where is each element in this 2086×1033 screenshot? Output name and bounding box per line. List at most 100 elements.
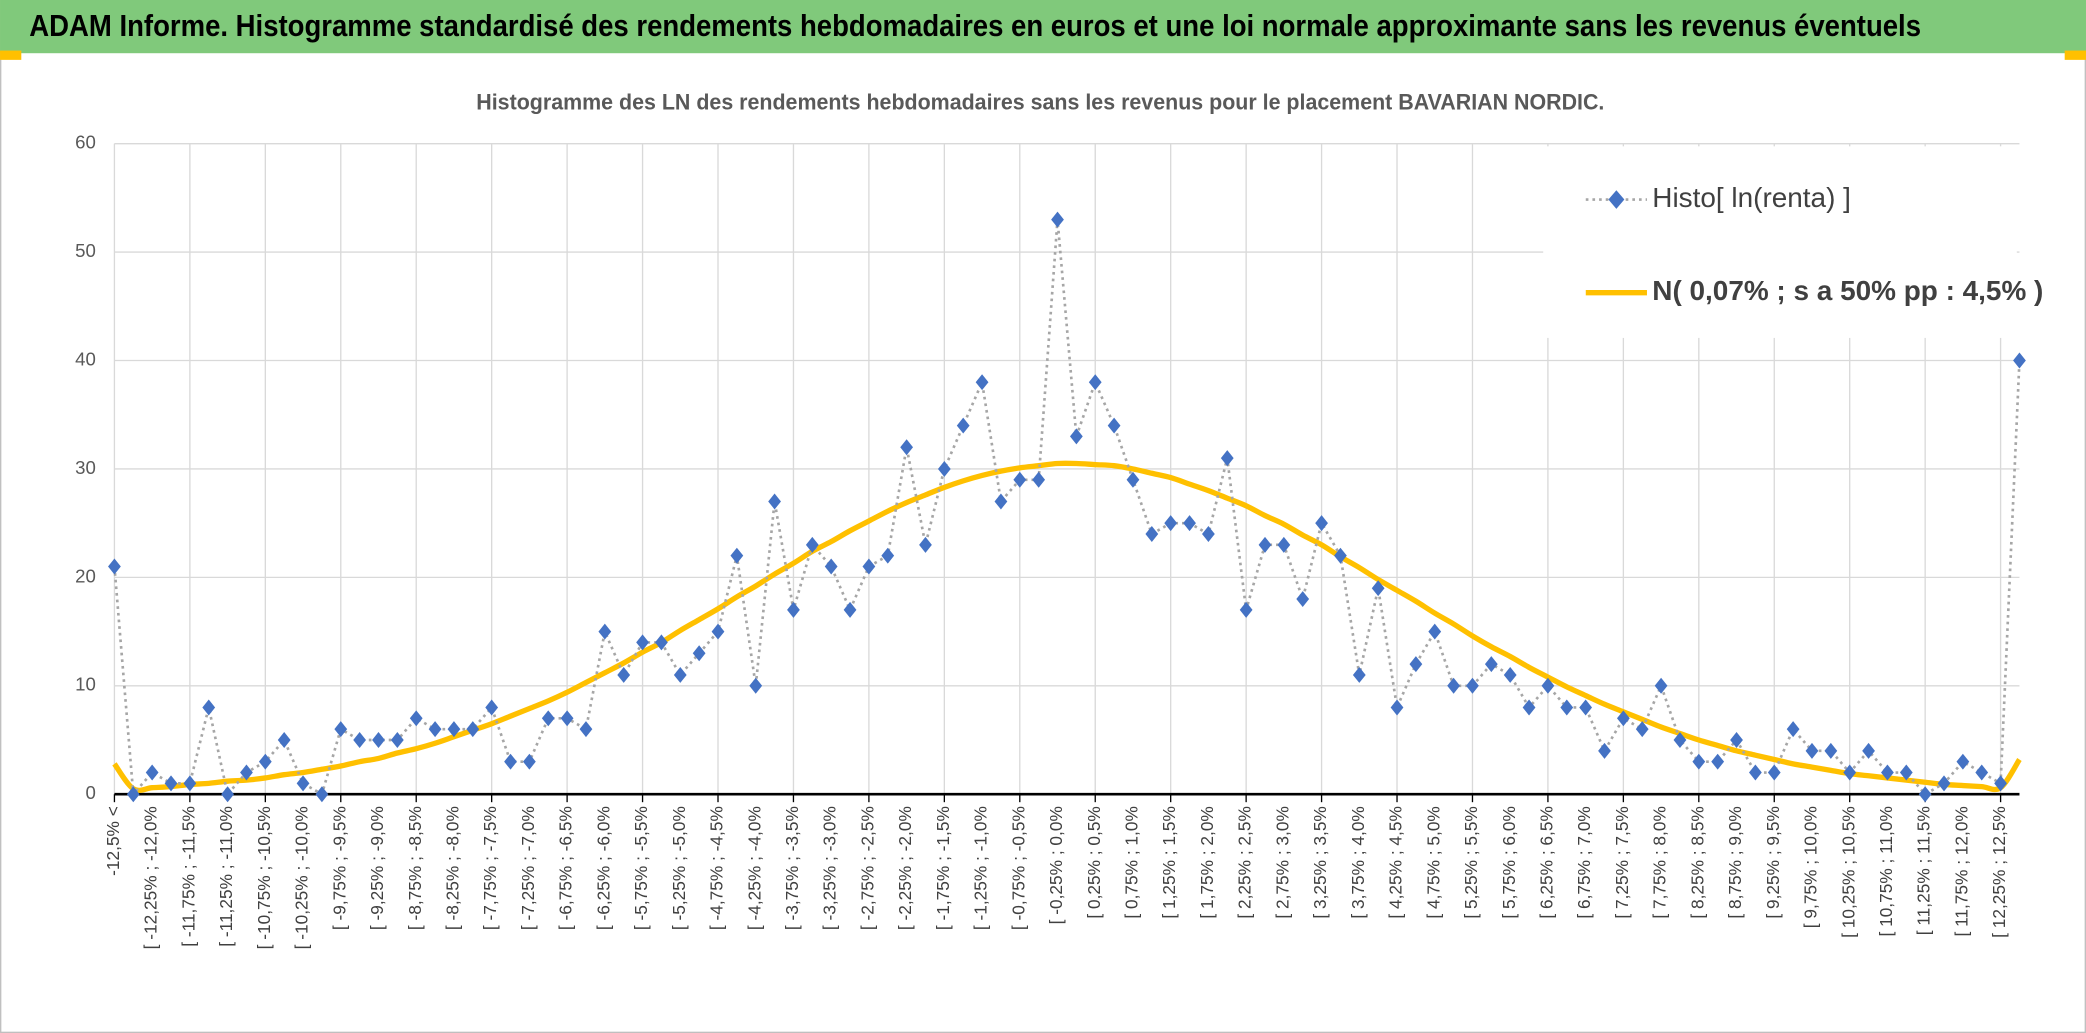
legend: Histo[ ln(renta) ] N( 0,07% ; s a 50% pp …	[1543, 146, 2043, 338]
marker	[1522, 699, 1536, 716]
marker	[1202, 526, 1215, 542]
marker	[485, 699, 499, 716]
marker	[428, 721, 442, 738]
x-tick-label: [ -5,25% ; -5,0%	[669, 806, 689, 930]
marker	[749, 677, 763, 694]
marker	[541, 710, 555, 727]
marker	[108, 558, 121, 575]
x-tick-label: [ -3,75% ; -3,5%	[782, 806, 802, 930]
x-tick-label: [ 10,75% ; 11,0%	[1876, 806, 1896, 936]
x-tick-label: [ 8,75% ; 9,0%	[1725, 806, 1745, 918]
normal-curve	[112, 460, 2022, 794]
x-tick-label: [ 9,25% ; 9,5%	[1763, 806, 1783, 918]
marker	[1654, 677, 1668, 694]
x-tick-label: [ 11,25% ; 11,5%	[1914, 806, 1934, 935]
x-tick-label: [ 1,25% ; 1,5%	[1159, 806, 1179, 918]
x-tick-label: [ 7,25% ; 7,5%	[1612, 806, 1632, 918]
marker	[315, 786, 329, 803]
corner-left	[0, 50, 22, 60]
x-tick-label: [ -8,75% ; -8,5%	[405, 806, 425, 930]
marker	[1975, 764, 1989, 781]
marker	[447, 721, 461, 738]
marker	[1635, 721, 1649, 738]
marker	[145, 764, 159, 781]
x-tick-label: [ -12,25% ; -12,0%	[141, 806, 161, 949]
x-tick-label: [ -10,75% ; -10,5%	[254, 806, 274, 949]
marker	[466, 721, 480, 738]
marker	[409, 710, 423, 727]
x-tick-label: [ -1,75% ; -1,5%	[933, 806, 953, 930]
marker	[1994, 775, 2007, 792]
grid: 0 10 20 30 40 50 60 -12,5% < [ -12,25% ; -12,0% […	[75, 132, 2020, 949]
marker	[1409, 656, 1423, 673]
x-tick-label: [ -5,75% ; -5,5%	[631, 806, 651, 930]
marker	[881, 547, 895, 564]
marker	[655, 634, 668, 651]
marker	[1164, 515, 1178, 532]
x-tick-label: [ 4,25% ; 4,5%	[1386, 806, 1406, 918]
x-tick-label: [ -6,75% ; -6,5%	[556, 806, 576, 930]
marker	[221, 786, 234, 803]
x-tick-label: [ 1,75% ; 2,0%	[1197, 806, 1217, 918]
legend-box	[1543, 146, 2017, 338]
x-tick-label: [ 3,75% ; 4,0%	[1348, 806, 1368, 918]
marker	[1579, 699, 1593, 716]
x-tick-label: [ 5,75% ; 6,0%	[1499, 806, 1519, 918]
page-title: ADAM Informe. Histogramme standardisé de…	[29, 9, 1921, 43]
x-tick-label: [ 4,75% ; 5,0%	[1423, 806, 1443, 918]
legend-label: Histo[ ln(renta) ]	[1652, 182, 1851, 213]
x-tick-label: [ -3,25% ; -3,0%	[820, 806, 840, 930]
y-tick-label: 60	[75, 132, 96, 153]
marker	[730, 547, 744, 564]
x-tick-label: [ 0,25% ; 0,5%	[1084, 806, 1104, 918]
x-tick-label: [ 0,75% ; 1,0%	[1122, 806, 1142, 918]
y-tick-label: 10	[75, 674, 96, 695]
marker	[2013, 352, 2026, 369]
x-tick-label: [ -4,25% ; -4,0%	[744, 806, 764, 930]
x-tick-label: [ -7,75% ; -7,5%	[480, 806, 500, 930]
marker	[975, 374, 989, 391]
y-tick-label: 30	[75, 457, 96, 478]
x-tick-label: [ 12,25% ; 12,5%	[1989, 806, 2009, 938]
x-tick-label: [ -11,25% ; -11,0%	[216, 806, 236, 947]
marker	[277, 732, 291, 748]
marker	[579, 721, 593, 738]
x-tick-label: [ 11,75% ; 12,0%	[1951, 806, 1971, 936]
x-tick-label: [ 6,25% ; 6,5%	[1536, 806, 1556, 918]
x-tick-label: [ -9,75% ; -9,5%	[329, 806, 349, 930]
marker	[390, 732, 404, 748]
marker	[1541, 677, 1555, 694]
marker	[937, 460, 951, 477]
marker	[1598, 742, 1611, 759]
x-tick-label: [ 8,25% ; 8,5%	[1687, 806, 1707, 918]
x-tick-label: [ -2,75% ; -2,5%	[857, 806, 877, 930]
x-tick-label: [ -0,25% ; 0,0%	[1046, 806, 1066, 924]
marker	[296, 775, 310, 792]
x-tick-label: [ -11,75% ; -11,5%	[178, 806, 198, 947]
y-tick-label: 20	[75, 565, 96, 586]
x-tick-label: [ -2,25% ; -2,0%	[895, 806, 915, 930]
marker	[353, 732, 367, 748]
marker	[1616, 710, 1630, 727]
marker	[560, 710, 574, 727]
x-tick-label: [ 10,25% ; 10,5%	[1838, 806, 1858, 938]
y-tick-label: 50	[75, 240, 96, 261]
marker	[240, 764, 253, 781]
x-tick-label: [ 2,75% ; 3,0%	[1272, 806, 1292, 918]
x-tick-label: [ -0,75% ; -0,5%	[1008, 806, 1028, 930]
x-tick-label: [ -4,75% ; -4,5%	[707, 806, 727, 930]
legend-label: N( 0,07% ; s a 50% pp : 4,5% )	[1652, 275, 2043, 306]
corner-right	[2064, 50, 2086, 60]
x-tick-label: [ 9,75% ; 10,0%	[1801, 806, 1821, 928]
x-tick-label: [ 7,75% ; 8,0%	[1650, 806, 1670, 918]
x-tick-label: [ 5,25% ; 5,5%	[1461, 806, 1481, 918]
x-tick-label: [ 3,25% ; 3,5%	[1310, 806, 1330, 918]
chart-title: Histogramme des LN des rendements hebdom…	[476, 90, 1604, 115]
y-tick-label: 0	[85, 782, 95, 803]
x-tick-label: -12,5% <	[103, 806, 123, 876]
x-tick-label: [ 6,75% ; 7,0%	[1574, 806, 1594, 918]
x-tick-label: [ -6,25% ; -6,0%	[593, 806, 613, 930]
marker	[1390, 699, 1404, 716]
